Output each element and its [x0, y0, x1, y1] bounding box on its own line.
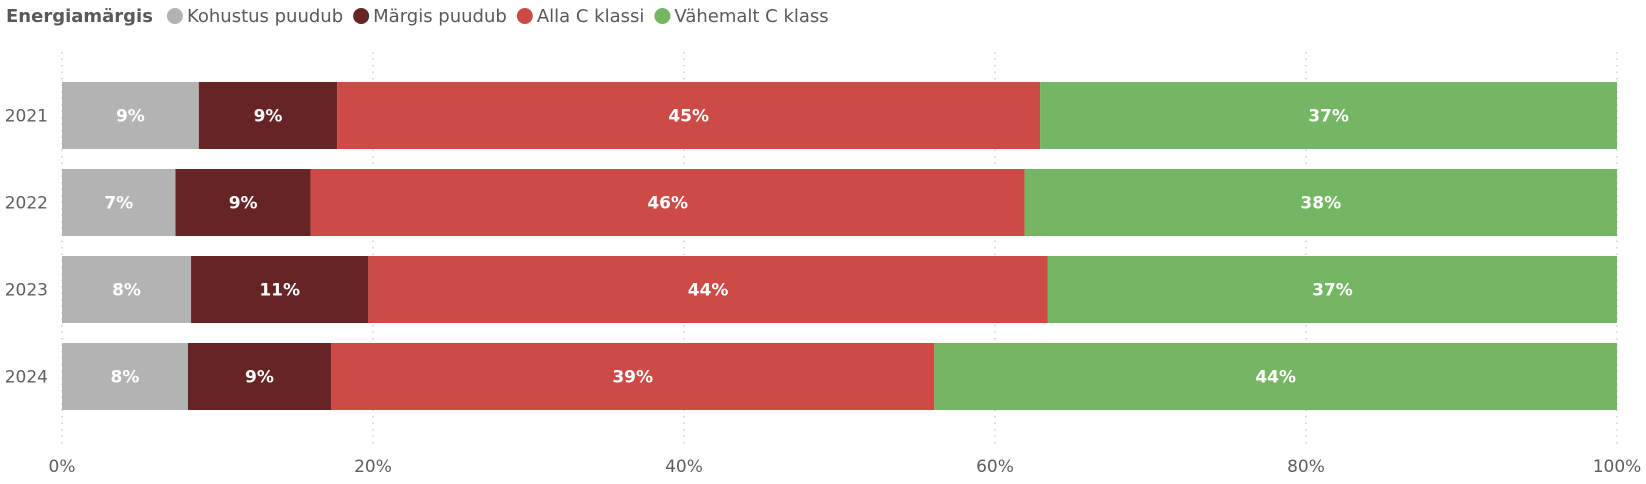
data-label-2021-series-1: 9% [254, 107, 283, 127]
tick-label-1: 20% [354, 457, 392, 477]
bar-2021-series-2[interactable] [337, 82, 1041, 149]
category-axis: 2021 2022 2023 2024 [5, 107, 48, 388]
bar-2022-series-2[interactable] [310, 169, 1025, 236]
legend-label-1: Märgis puudub [373, 6, 507, 27]
legend-marker-3 [654, 8, 671, 24]
bar-2023-series-3[interactable] [1047, 256, 1617, 323]
legend-label-3: Vähemalt C klass [674, 6, 828, 27]
bar-2021-series-1[interactable] [198, 82, 338, 149]
bar-2023-series-2[interactable] [368, 256, 1048, 323]
legend-marker-0 [166, 8, 183, 24]
bar-2024-series-0[interactable] [62, 343, 188, 410]
tick-label-5: 100% [1593, 457, 1642, 477]
data-label-2023-series-1: 11% [259, 281, 300, 301]
bars: 9% 9% 45% 37% 7% 9% 46% 38% 8% 11% 44% 37% 8% 9% 39% 44… [62, 82, 1617, 410]
data-label-2022-series-2: 46% [647, 194, 688, 214]
data-label-2021-series-2: 45% [668, 107, 709, 127]
category-label-2021: 2021 [5, 107, 48, 127]
category-label-2023: 2023 [5, 281, 48, 301]
legend-label-0: Kohustus puudub [187, 6, 343, 27]
tick-label-0: 0% [49, 457, 76, 477]
legend-marker-2 [516, 8, 533, 24]
legend-title: Energiamärgis [6, 6, 153, 27]
data-label-2022-series-3: 38% [1300, 194, 1341, 214]
data-label-2023-series-3: 37% [1312, 281, 1353, 301]
bar-2022-series-0[interactable] [62, 169, 176, 236]
bar-2022-series-3[interactable] [1024, 169, 1617, 236]
data-label-2021-series-0: 9% [116, 107, 145, 127]
data-label-2022-series-1: 9% [229, 194, 258, 214]
category-label-2022: 2022 [5, 194, 48, 214]
tick-label-2: 40% [665, 457, 703, 477]
bar-2024-series-1[interactable] [187, 343, 332, 410]
data-label-2024-series-1: 9% [245, 368, 274, 388]
bar-2021-series-0[interactable] [62, 82, 199, 149]
legend-label-2: Alla C klassi [537, 6, 645, 27]
bar-2021-series-3[interactable] [1040, 82, 1617, 149]
tick-label-4: 80% [1287, 457, 1325, 477]
bar-2022-series-1[interactable] [175, 169, 311, 236]
bar-2024-series-3[interactable] [934, 343, 1617, 410]
data-label-2023-series-2: 44% [688, 281, 729, 301]
data-label-2024-series-0: 8% [111, 368, 140, 388]
data-label-2021-series-3: 37% [1308, 107, 1349, 127]
data-label-2023-series-0: 8% [112, 281, 141, 301]
legend: Energiamärgis Kohustus puudub Märgis puud… [6, 6, 829, 27]
value-axis: 0% 20% 40% 60% 80% 100% [49, 457, 1642, 477]
bar-2024-series-2[interactable] [331, 343, 935, 410]
data-label-2024-series-3: 44% [1255, 368, 1296, 388]
bar-2023-series-0[interactable] [62, 256, 192, 323]
legend-marker-1 [353, 8, 370, 24]
bar-2023-series-1[interactable] [191, 256, 369, 323]
tick-label-3: 60% [976, 457, 1014, 477]
category-label-2024: 2024 [5, 368, 48, 388]
data-label-2022-series-0: 7% [104, 194, 133, 214]
data-label-2024-series-2: 39% [612, 368, 653, 388]
